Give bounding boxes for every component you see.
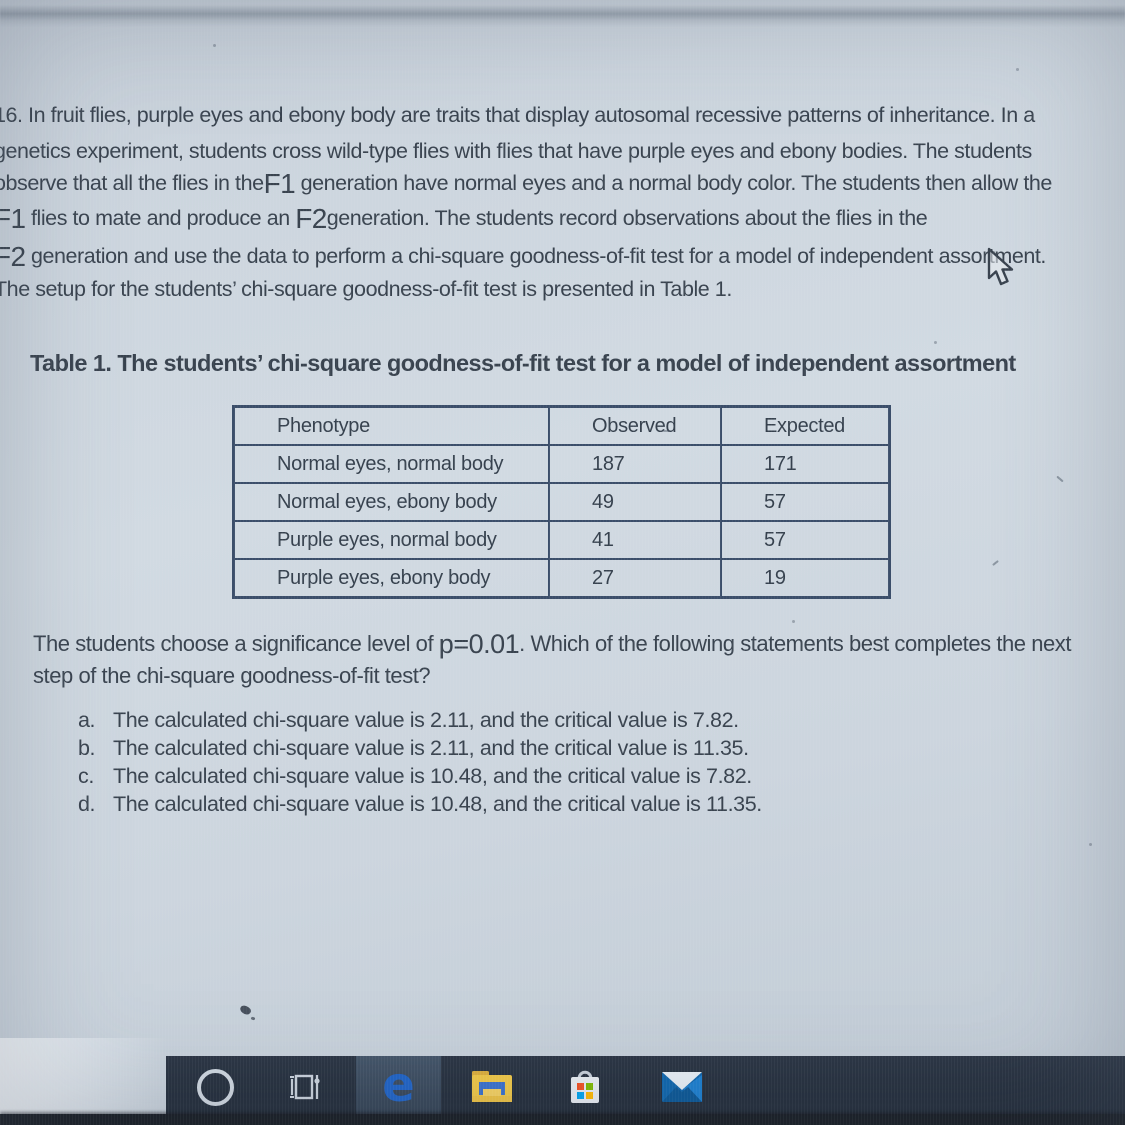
option-text: The calculated chi-square value is 10.48… <box>113 764 752 788</box>
table-1-caption: Table 1. The students’ chi-square goodne… <box>30 350 1016 376</box>
cell-observed: 27 <box>548 558 722 599</box>
page-bottom-edge-highlight <box>0 1038 166 1114</box>
cell-expected: 57 <box>720 482 891 522</box>
edge-icon: e <box>382 1057 415 1113</box>
file-explorer-button[interactable] <box>461 1056 523 1118</box>
text-segment: The students choose a significance level… <box>33 631 439 656</box>
option-text: The calculated chi-square value is 2.11,… <box>113 708 739 732</box>
text-segment: generation have normal eyes and a normal… <box>295 171 1053 195</box>
text-segment: observe that all the flies in the <box>0 171 264 195</box>
dust-speck <box>992 560 999 566</box>
table-header-row: Phenotype Observed Expected <box>232 405 891 446</box>
cell-phenotype: Purple eyes, ebony body <box>232 558 550 599</box>
math-f2-token: F2 <box>0 241 26 272</box>
table-row: Normal eyes, ebony body 49 57 <box>232 482 891 522</box>
cell-expected: 57 <box>720 520 891 560</box>
mouse-cursor <box>986 247 1020 294</box>
cell-phenotype: Normal eyes, ebony body <box>232 482 550 522</box>
header-expected: Expected <box>720 405 891 446</box>
math-p-value-token: p=0.01 <box>438 629 520 659</box>
table-row: Purple eyes, normal body 41 57 <box>232 520 891 560</box>
dust-speck <box>792 620 795 623</box>
cell-expected: 19 <box>720 558 891 599</box>
option-d: d. The calculated chi-square value is 10.… <box>78 792 762 820</box>
cortana-button[interactable] <box>184 1056 246 1118</box>
windows-taskbar <box>166 1056 1125 1118</box>
task-view-button[interactable] <box>274 1056 336 1118</box>
chi-square-table: Phenotype Observed Expected Normal eyes,… <box>232 405 891 599</box>
intro-line-4: F1 flies to mate and produce an F2genera… <box>0 203 1125 235</box>
option-text: The calculated chi-square value is 2.11,… <box>113 736 749 760</box>
task-view-icon <box>290 1074 320 1100</box>
answer-options-list: a. The calculated chi-square value is 2.1… <box>78 708 762 820</box>
option-letter: d. <box>78 792 96 816</box>
cell-expected: 171 <box>720 444 891 484</box>
text-segment: . Which of the following statements best… <box>519 631 1071 656</box>
header-phenotype: Phenotype <box>232 405 550 446</box>
cortana-ring-icon <box>196 1068 234 1106</box>
intro-line-2: genetics experiment, students cross wild… <box>0 139 1032 163</box>
table-row: Normal eyes, normal body 187 171 <box>232 444 891 484</box>
table-row: Purple eyes, ebony body 27 19 <box>232 558 891 599</box>
intro-line-6: The setup for the students’ chi-square g… <box>0 277 732 301</box>
edge-browser-button[interactable]: e <box>356 1056 441 1118</box>
file-explorer-icon <box>472 1071 512 1102</box>
option-b: b. The calculated chi-square value is 2.1… <box>78 736 762 764</box>
ink-speck <box>238 1003 253 1017</box>
option-text: The calculated chi-square value is 10.48… <box>113 792 762 816</box>
intro-line-3: observe that all the flies in theF1 gene… <box>0 168 1125 200</box>
math-f1-token: F1 <box>0 203 26 234</box>
cell-phenotype: Normal eyes, normal body <box>232 444 550 484</box>
header-observed: Observed <box>548 405 722 446</box>
screen-bottom-bezel <box>0 1114 1125 1125</box>
mail-button[interactable] <box>651 1056 713 1118</box>
dust-speck <box>934 341 937 344</box>
dust-speck <box>663 430 670 432</box>
option-letter: c. <box>78 764 94 788</box>
ink-speck <box>250 1016 256 1021</box>
cell-observed: 49 <box>548 482 722 522</box>
option-letter: a. <box>78 708 96 732</box>
dust-speck <box>1056 475 1064 483</box>
math-f1-token: F1 <box>263 168 296 199</box>
microsoft-store-button[interactable] <box>554 1056 616 1118</box>
text-segment: flies to mate and produce an <box>25 206 296 230</box>
math-f2-token: F2 <box>295 203 327 234</box>
screen-top-shadow-band <box>0 5 1125 27</box>
option-letter: b. <box>78 736 96 760</box>
intro-line-1: 16. In fruit flies, purple eyes and ebon… <box>0 103 1035 127</box>
mail-icon <box>662 1072 702 1102</box>
cell-phenotype: Purple eyes, normal body <box>232 520 550 560</box>
text-segment: generation. The students record observat… <box>326 206 928 230</box>
text-segment: generation and use the data to perform a… <box>25 244 1046 268</box>
dust-speck <box>1089 843 1092 846</box>
option-a: a. The calculated chi-square value is 2.1… <box>78 708 762 736</box>
microsoft-store-icon <box>571 1070 599 1103</box>
option-c: c. The calculated chi-square value is 10.… <box>78 764 762 792</box>
question-line-2: step of the chi-square goodness-of-fit t… <box>33 663 431 688</box>
cell-observed: 187 <box>548 444 722 484</box>
question-line-1: The students choose a significance level… <box>33 629 1113 660</box>
intro-line-5: F2 generation and use the data to perfor… <box>0 241 1125 273</box>
cell-observed: 41 <box>548 520 722 560</box>
dust-speck <box>213 44 216 47</box>
dust-speck <box>1016 68 1019 71</box>
